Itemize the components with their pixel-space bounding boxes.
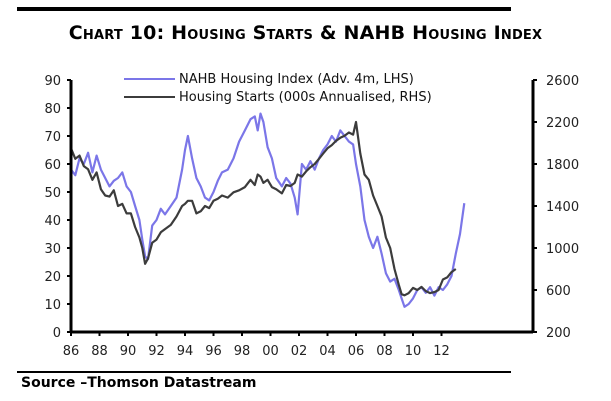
source-note: Source –Thomson Datastream: [21, 375, 257, 391]
x-tick-label: 90: [120, 344, 137, 359]
x-tick-label: 00: [262, 344, 279, 359]
x-tick-label: 92: [148, 344, 165, 359]
top-rule: [17, 7, 511, 11]
left-tick-label: 20: [44, 270, 61, 285]
right-tick-label: 1000: [546, 242, 579, 257]
axes: 0102030405060708090200600100014001800220…: [44, 74, 579, 359]
left-tick-label: 80: [44, 102, 61, 117]
left-tick-label: 40: [44, 214, 61, 229]
right-tick-label: 1800: [546, 158, 579, 173]
left-tick-label: 60: [44, 158, 61, 173]
bottom-rule: [17, 371, 511, 373]
plot-lines: [69, 112, 466, 308]
right-tick-label: 2200: [546, 116, 579, 131]
left-tick-label: 10: [44, 298, 61, 313]
left-tick-label: 30: [44, 242, 61, 257]
x-tick-label: 06: [348, 344, 365, 359]
x-tick-label: 98: [234, 344, 251, 359]
left-tick-label: 0: [53, 326, 61, 341]
legend-label-starts: Housing Starts (000s Annualised, RHS): [179, 90, 432, 105]
left-tick-label: 90: [44, 74, 61, 89]
right-tick-label: 200: [546, 326, 571, 341]
legend: NAHB Housing Index (Adv. 4m, LHS) Housin…: [124, 72, 432, 105]
x-tick-label: 96: [205, 344, 222, 359]
x-tick-label: 12: [433, 344, 450, 359]
series-line-housing-starts: [69, 120, 457, 297]
legend-label-nahb: NAHB Housing Index (Adv. 4m, LHS): [179, 72, 414, 87]
x-tick-label: 08: [376, 344, 393, 359]
x-tick-label: 94: [177, 344, 194, 359]
left-tick-label: 70: [44, 130, 61, 145]
left-tick-label: 50: [44, 186, 61, 201]
right-tick-label: 1400: [546, 200, 579, 215]
x-tick-label: 88: [91, 344, 108, 359]
x-tick-label: 10: [405, 344, 422, 359]
right-tick-label: 2600: [546, 74, 579, 89]
x-tick-label: 86: [63, 344, 80, 359]
x-tick-label: 02: [291, 344, 308, 359]
x-tick-label: 04: [319, 344, 336, 359]
series-line-nahb: [70, 112, 466, 308]
chart-title: Chart 10: Housing Starts & NAHB Housing …: [68, 22, 543, 44]
right-tick-label: 600: [546, 284, 571, 299]
